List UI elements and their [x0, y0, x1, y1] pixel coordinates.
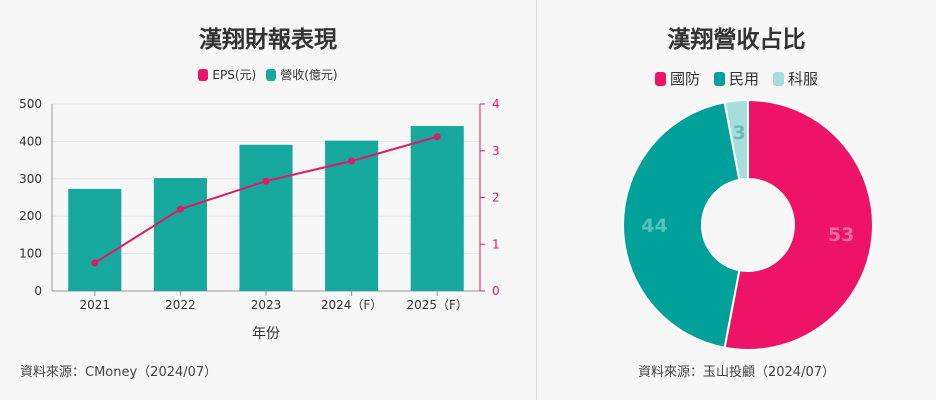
financial-performance-panel: 漢翔財報表現 EPS(元) 營收(億元) 0 100 200 300 400 500 0 1 2… [0, 27, 536, 380]
x-tick-label: 2021 [80, 298, 111, 312]
eps-point [433, 133, 441, 141]
y-right-tick-label: 4 [492, 97, 500, 111]
legend-label-revenue: 營收(億元) [280, 68, 338, 82]
legend-item-defense[interactable]: 國防 [654, 68, 700, 89]
y-right-tick-label: 0 [492, 284, 500, 298]
donut-chart-legend: 國防 民用 科服 [537, 68, 936, 89]
donut-slice-label: 44 [641, 215, 667, 237]
legend-item-tech-service[interactable]: 科服 [773, 68, 818, 89]
legend-label-eps: EPS(元) [212, 68, 257, 82]
donut-chart-source: 資料來源：玉山投顧（2024/07） [637, 365, 835, 380]
donut-slice [723, 98, 749, 181]
x-axis-title: 年份 [252, 326, 280, 342]
bar-chart-legend: EPS(元) 營收(億元) [0, 66, 536, 83]
y-right-tick-label: 3 [492, 144, 500, 158]
donut-slice [621, 101, 741, 349]
revenue-bar [410, 126, 464, 291]
x-tick-label: 2023 [251, 298, 282, 312]
legend-label-tech-service: 科服 [788, 70, 819, 88]
y-left-tick-label: 400 [19, 134, 42, 148]
panel-divider [536, 0, 537, 400]
revenue-legend-swatch [266, 68, 277, 81]
legend-item-eps[interactable]: EPS(元) [198, 66, 256, 83]
x-tick-label: 2024（F） [321, 298, 382, 312]
revenue-bar [239, 144, 293, 291]
eps-point [348, 157, 356, 165]
eps-legend-swatch [198, 68, 209, 81]
x-tick-label: 2025（F） [406, 298, 467, 312]
donut-slice-label: 3 [733, 122, 746, 144]
y-left-tick-label: 500 [19, 97, 42, 111]
y-left-tick-label: 100 [19, 247, 42, 261]
eps-point [176, 205, 184, 213]
eps-point [262, 177, 270, 185]
eps-point [91, 259, 99, 267]
bar-chart-title: 漢翔財報表現 [199, 27, 337, 53]
legend-item-civil[interactable]: 民用 [713, 68, 759, 89]
y-left-tick-label: 0 [34, 284, 42, 298]
donut-slice-label: 53 [828, 224, 854, 246]
civil-legend-swatch [713, 71, 725, 86]
tech-service-legend-swatch [773, 71, 784, 86]
y-left-tick-label: 300 [19, 172, 42, 186]
bar-line-chart: 0 100 200 300 400 500 0 1 2 3 4 2021 2022 2023 2024（F）… [19, 97, 500, 342]
y-right-tick-label: 1 [492, 237, 500, 251]
legend-item-revenue[interactable]: 營收(億元) [266, 66, 338, 83]
y-left-tick-label: 200 [19, 209, 42, 223]
donut-chart: 53 44 3 [621, 98, 874, 351]
y-right-tick-label: 2 [492, 191, 500, 205]
bar-chart-source: 資料來源：CMoney（2024/07） [20, 365, 218, 380]
revenue-share-panel: 漢翔營收占比 國防 民用 科服 53 44 3 資料來源：玉山投顧（2024/07） [537, 0, 936, 400]
legend-label-defense: 國防 [669, 70, 700, 88]
defense-legend-swatch [654, 71, 666, 86]
donut-slice [723, 98, 874, 351]
donut-chart-title: 漢翔營收占比 [667, 27, 806, 53]
revenue-bar [68, 188, 122, 291]
legend-label-civil: 民用 [728, 70, 759, 88]
x-tick-label: 2022 [165, 298, 196, 312]
revenue-bar [153, 178, 207, 291]
